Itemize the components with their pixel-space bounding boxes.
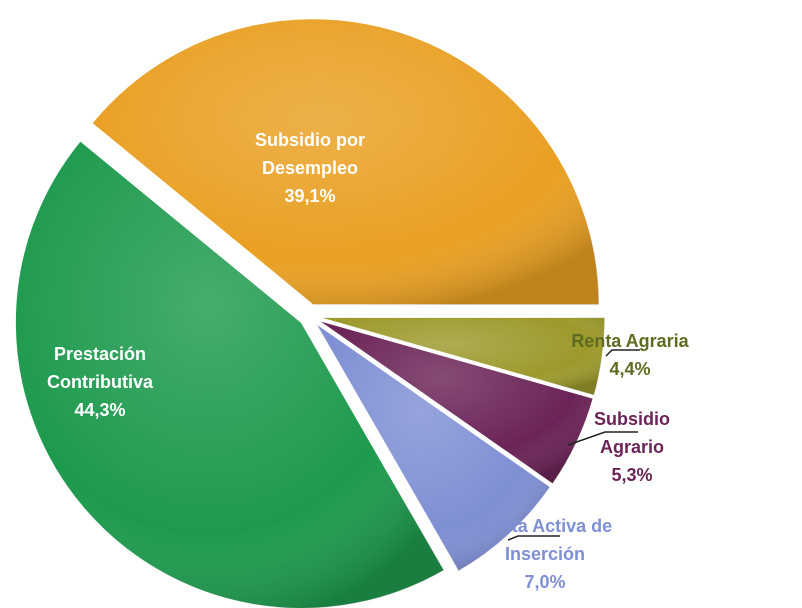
value-label: 39,1% — [284, 186, 336, 206]
slice-label: Renta Activa de Inserción 7,0% — [470, 512, 620, 596]
category-label: Renta Activa de Inserción — [477, 516, 613, 564]
slice-label: Renta Agraria 4,4% — [540, 327, 720, 383]
value-label: 44,3% — [74, 400, 126, 420]
value-label: 4,4% — [609, 359, 651, 379]
slice-label: Subsidio Agrario 5,3% — [572, 405, 692, 489]
category-label: Subsidio por Desempleo — [255, 130, 365, 178]
category-label: Prestación Contributiva — [47, 344, 153, 392]
leader-line — [507, 535, 560, 541]
leader-line — [567, 431, 638, 446]
slice-label: Prestación Contributiva 44,3% — [20, 340, 180, 424]
leader-line — [605, 349, 640, 357]
category-label: Renta Agraria — [571, 331, 689, 351]
value-label: 5,3% — [611, 465, 653, 485]
category-label: Subsidio Agrario — [594, 409, 670, 457]
slice-label: Subsidio por Desempleo 39,1% — [235, 126, 385, 210]
value-label: 7,0% — [524, 572, 566, 592]
